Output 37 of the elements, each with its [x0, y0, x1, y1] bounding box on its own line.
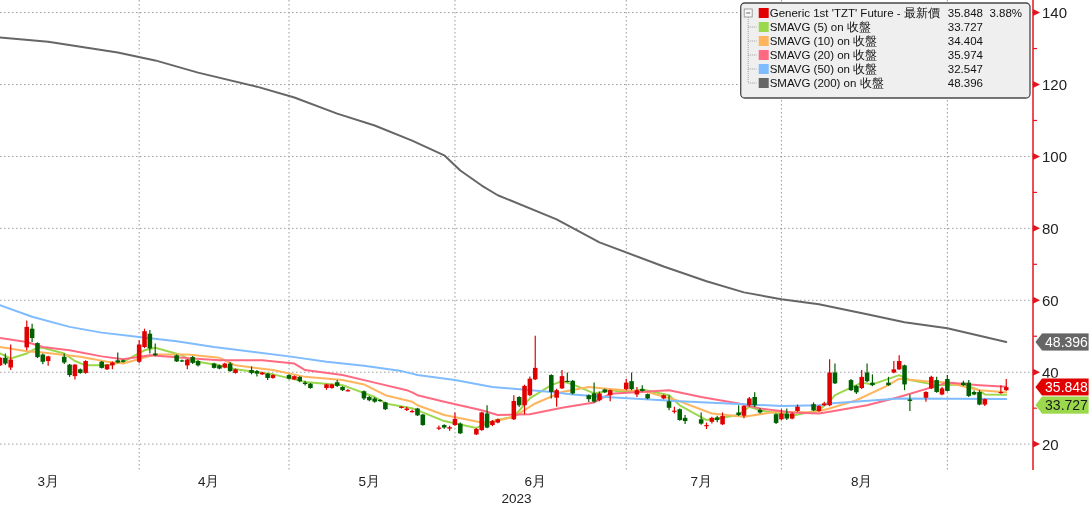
legend-label: SMAVG (50) on 收盤: [769, 63, 878, 75]
candlestick: [24, 319, 30, 351]
legend-label: SMAVG (5) on 收盤: [769, 21, 871, 33]
x-axis-title: 2023: [501, 491, 532, 505]
y-tick-label: 140: [1042, 4, 1068, 22]
y-tick-label: 20: [1042, 435, 1059, 453]
x-tick-label: 8月: [850, 474, 873, 489]
y-tick-label: 100: [1042, 147, 1068, 165]
y-tick-label: 40: [1042, 363, 1059, 381]
y-tick-label: 120: [1042, 76, 1068, 94]
legend-label: Generic 1st 'TZT' Future - 最新價: [769, 6, 940, 19]
annotation: 48.396: [1045, 334, 1089, 350]
line-series: [0, 36, 1008, 343]
line-series: [0, 304, 1008, 407]
x-tick-label: 4月: [197, 474, 220, 489]
candlestick: [859, 369, 864, 390]
candlestick: [8, 343, 13, 371]
annotation: 34.404: [947, 35, 984, 47]
x-tick-label: 5月: [358, 474, 381, 489]
y-tick-label: 80: [1042, 219, 1059, 237]
annotation: 33.727: [947, 21, 984, 33]
candlestick: [902, 364, 907, 391]
legend-label: SMAVG (10) on 收盤: [769, 35, 878, 47]
y-tick-label: 60: [1042, 291, 1059, 309]
annotation: 48.396: [947, 77, 984, 89]
candlestick: [532, 335, 538, 381]
annotation: 35.848 3.88%: [947, 7, 1022, 19]
candlestick: [549, 373, 554, 400]
x-tick-label: 6月: [524, 474, 546, 489]
annotation: 35.848: [1045, 379, 1089, 396]
x-tick-label: 3月: [37, 474, 59, 489]
annotation: 35.974: [947, 49, 984, 61]
legend-label: SMAVG (200) on 收盤: [769, 77, 884, 89]
annotation: 33.727: [1045, 397, 1089, 414]
annotation: 32.547: [947, 63, 984, 75]
legend-label: SMAVG (20) on 收盤: [769, 49, 878, 61]
x-tick-label: 7月: [690, 474, 712, 489]
